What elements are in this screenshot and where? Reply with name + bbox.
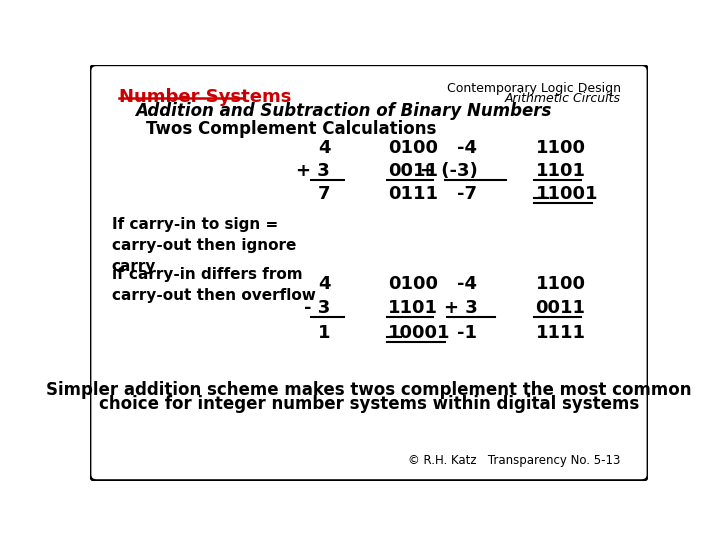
Text: 0111: 0111 (388, 185, 438, 203)
Text: 0011: 0011 (388, 162, 438, 180)
Text: - 3: - 3 (304, 299, 330, 317)
Text: 1111: 1111 (536, 324, 585, 342)
Text: 0011: 0011 (536, 299, 585, 317)
Text: -4: -4 (457, 139, 477, 157)
Text: 4: 4 (318, 275, 330, 293)
Text: Simpler addition scheme makes twos complement the most common: Simpler addition scheme makes twos compl… (46, 381, 692, 399)
Text: 1100: 1100 (536, 275, 585, 293)
Text: 10001: 10001 (388, 324, 451, 342)
Text: -7: -7 (457, 185, 477, 203)
Text: Arithmetic Circuits: Arithmetic Circuits (505, 92, 621, 105)
Text: Twos Complement Calculations: Twos Complement Calculations (145, 120, 436, 138)
Text: choice for integer number systems within digital systems: choice for integer number systems within… (99, 395, 639, 413)
Text: 0100: 0100 (388, 139, 438, 157)
Text: © R.H. Katz   Transparency No. 5-13: © R.H. Katz Transparency No. 5-13 (408, 454, 621, 467)
Text: 1101: 1101 (536, 162, 585, 180)
Text: + 3: + 3 (297, 162, 330, 180)
Text: 4: 4 (318, 139, 330, 157)
Text: -1: -1 (457, 324, 477, 342)
Text: Number Systems: Number Systems (120, 88, 292, 106)
Text: If carry-in to sign =
carry-out then ignore
carry: If carry-in to sign = carry-out then ign… (112, 217, 296, 274)
Text: Addition and Subtraction of Binary Numbers: Addition and Subtraction of Binary Numbe… (135, 102, 552, 120)
Text: 1101: 1101 (388, 299, 438, 317)
Text: if carry-in differs from
carry-out then overflow: if carry-in differs from carry-out then … (112, 267, 315, 302)
Text: Contemporary Logic Design: Contemporary Logic Design (447, 82, 621, 94)
Text: -4: -4 (457, 275, 477, 293)
Text: 0100: 0100 (388, 275, 438, 293)
Text: 1100: 1100 (536, 139, 585, 157)
Text: 1: 1 (318, 324, 330, 342)
Text: + 3: + 3 (444, 299, 477, 317)
FancyBboxPatch shape (90, 65, 648, 481)
Text: 7: 7 (318, 185, 330, 203)
Text: 11001: 11001 (536, 185, 598, 203)
Text: + (-3): + (-3) (420, 162, 477, 180)
